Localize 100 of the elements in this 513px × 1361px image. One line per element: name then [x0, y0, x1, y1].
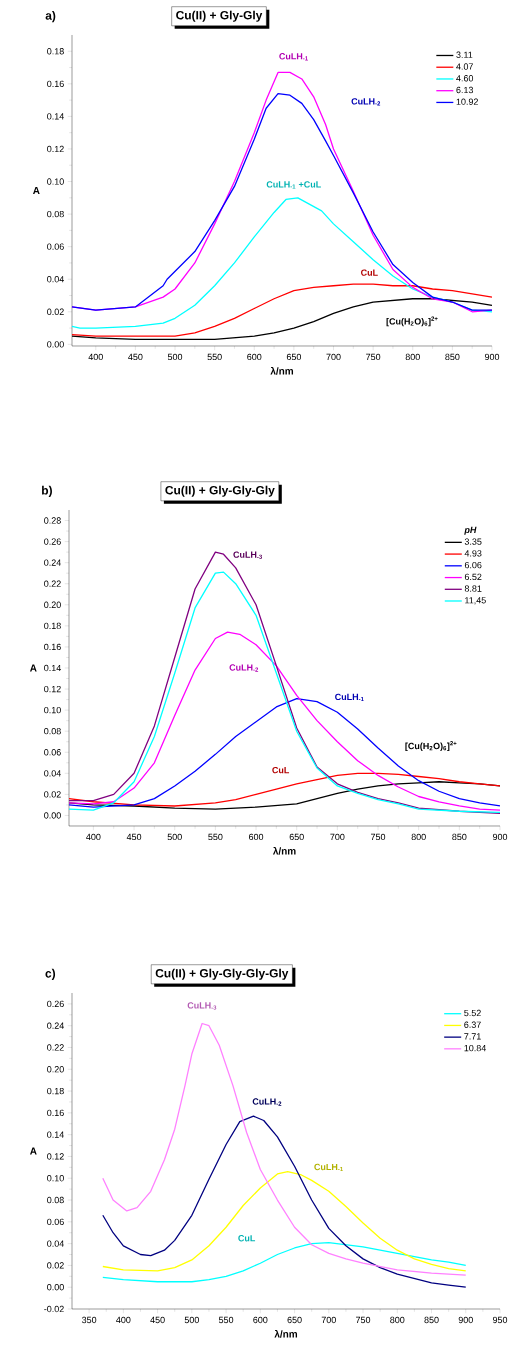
legend-label: 6.13: [456, 86, 474, 94]
y-tick-label: 0.14: [44, 664, 61, 672]
annotation: [Cu(H$_{2}$O)$_{6}$]$^{2+}$: [405, 741, 457, 751]
annotation: CuL: [238, 1235, 256, 1242]
y-tick-label: 0.22: [47, 1044, 64, 1051]
x-axis-title: λ/nm: [274, 1329, 298, 1338]
text: a): [45, 10, 56, 23]
x-tick-label: 350: [81, 1316, 97, 1324]
y-tick-label: 0.06: [47, 1218, 64, 1226]
line-series: [68, 631, 501, 811]
y-tick-label: 0.02: [47, 1262, 64, 1269]
y-axis-title: A: [30, 1147, 37, 1155]
y-tick-label: 0.08: [44, 728, 61, 735]
y-tick-label: 0.16: [47, 1109, 64, 1117]
y-tick-label: 0.00: [44, 812, 61, 819]
chart-title: Cu(II) + Gly-Gly-Gly: [165, 485, 275, 497]
y-tick-label: 0.02: [47, 308, 64, 315]
x-tick-label: 650: [289, 833, 304, 841]
y-tick-label: 0.18: [47, 1087, 64, 1095]
annotation: CuL: [361, 269, 378, 276]
x-tick-label: 650: [286, 353, 302, 361]
chart-title: Cu(II) + Gly-Gly-Gly-Gly: [155, 968, 289, 980]
y-axis-title: A: [32, 187, 40, 194]
y-tick-label: 0.14: [47, 113, 64, 120]
annotation: CuLH$_{-1}$: [314, 1163, 343, 1172]
x-tick-label: 850: [424, 1316, 439, 1324]
y-tick-label: 0.02: [44, 791, 61, 798]
x-tick-label: 650: [287, 1316, 302, 1324]
legend-label: 3.35: [464, 538, 482, 545]
y-tick-label: 0.12: [44, 685, 61, 693]
x-tick-label: 950: [492, 1316, 508, 1324]
annotation: CuLH$_{-3}$: [187, 1002, 217, 1010]
x-tick-label: 800: [411, 833, 426, 841]
y-tick-label: 0.00: [47, 341, 64, 348]
x-tick-label: 900: [492, 833, 508, 841]
line-series: [68, 772, 501, 807]
y-tick-label: 0.16: [47, 80, 64, 88]
y-tick-label: 0.22: [44, 580, 61, 587]
y-tick-label: 0.14: [47, 1131, 64, 1138]
x-tick-label: 550: [208, 833, 223, 841]
x-tick-label: 700: [321, 1316, 336, 1324]
legend-label: 10.84: [464, 1044, 486, 1052]
y-tick-label: 0.12: [47, 1153, 64, 1160]
legend-label: 5.52: [464, 1009, 481, 1017]
legend-label: 4.60: [456, 75, 474, 82]
x-tick-label: 400: [88, 353, 103, 361]
x-tick-label: 500: [184, 1316, 199, 1324]
text: b): [42, 485, 52, 497]
annotation: CuLH$_{-2}$: [229, 664, 259, 672]
y-tick-label: 0.28: [44, 517, 61, 524]
y-tick-label: 0.24: [47, 1022, 64, 1029]
annotation: CuLH$_{-1}$ +CuL: [266, 181, 321, 189]
y-tick-label: 0.18: [44, 622, 61, 630]
line-series: [102, 1171, 467, 1272]
y-tick-label: 0.06: [47, 243, 64, 250]
y-tick-label: 0.20: [47, 1066, 64, 1073]
y-tick-label: 0.12: [47, 145, 64, 153]
x-tick-label: 900: [458, 1316, 473, 1324]
x-tick-label: 550: [218, 1316, 234, 1324]
x-axis-title: λ/nm: [270, 366, 294, 375]
y-tick-label: 0.18: [47, 48, 64, 55]
legend-label: 11,45: [465, 597, 486, 605]
y-tick-label: 0.08: [47, 210, 64, 218]
y-tick-label: 0.04: [47, 276, 64, 283]
y-tick-label: 0.24: [44, 559, 61, 566]
x-tick-label: 500: [167, 353, 183, 361]
x-tick-label: 600: [253, 1316, 268, 1324]
x-tick-label: 450: [150, 1316, 165, 1324]
x-tick-label: 850: [452, 833, 467, 841]
legend-label: 6.37: [464, 1021, 481, 1028]
x-tick-label: 800: [405, 353, 420, 361]
x-tick-label: 750: [370, 833, 386, 841]
x-axis-title: λ/nm: [272, 846, 296, 855]
x-tick-label: 900: [484, 353, 500, 361]
y-tick-label: 0.26: [44, 538, 61, 545]
y-tick-label: 0.00: [47, 1284, 64, 1291]
chart-title: Cu(II) + Gly-Gly: [176, 10, 263, 22]
y-tick-label: 0.20: [44, 601, 61, 608]
legend-label: 7.71: [464, 1033, 481, 1040]
annotation: CuLH$_{-1}$: [335, 693, 364, 702]
x-tick-label: 400: [86, 833, 101, 841]
x-tick-label: 800: [390, 1316, 405, 1324]
y-tick-label: 0.10: [47, 178, 64, 185]
y-tick-label: 0.10: [44, 706, 61, 714]
x-tick-label: 850: [445, 353, 460, 361]
annotation: CuLH$_{-3}$: [233, 551, 263, 559]
y-tick-label: 0.04: [47, 1240, 64, 1247]
annotation: CuLH$_{-2}$: [252, 1098, 282, 1106]
y-tick-label: 0.26: [47, 1000, 64, 1008]
legend-label: 10.92: [456, 98, 478, 105]
y-tick-label: 0.06: [44, 749, 61, 756]
y-tick-label: 0.10: [47, 1175, 64, 1182]
y-tick-label: 0.16: [44, 643, 61, 651]
y-tick-label: 0.08: [47, 1196, 64, 1204]
legend-label: 6.06: [464, 561, 482, 569]
x-tick-label: 750: [366, 353, 381, 361]
x-tick-label: 700: [326, 353, 341, 361]
annotation: CuLH$_{-2}$: [351, 98, 381, 106]
x-tick-label: 550: [207, 353, 222, 361]
x-tick-label: 750: [356, 1316, 371, 1324]
